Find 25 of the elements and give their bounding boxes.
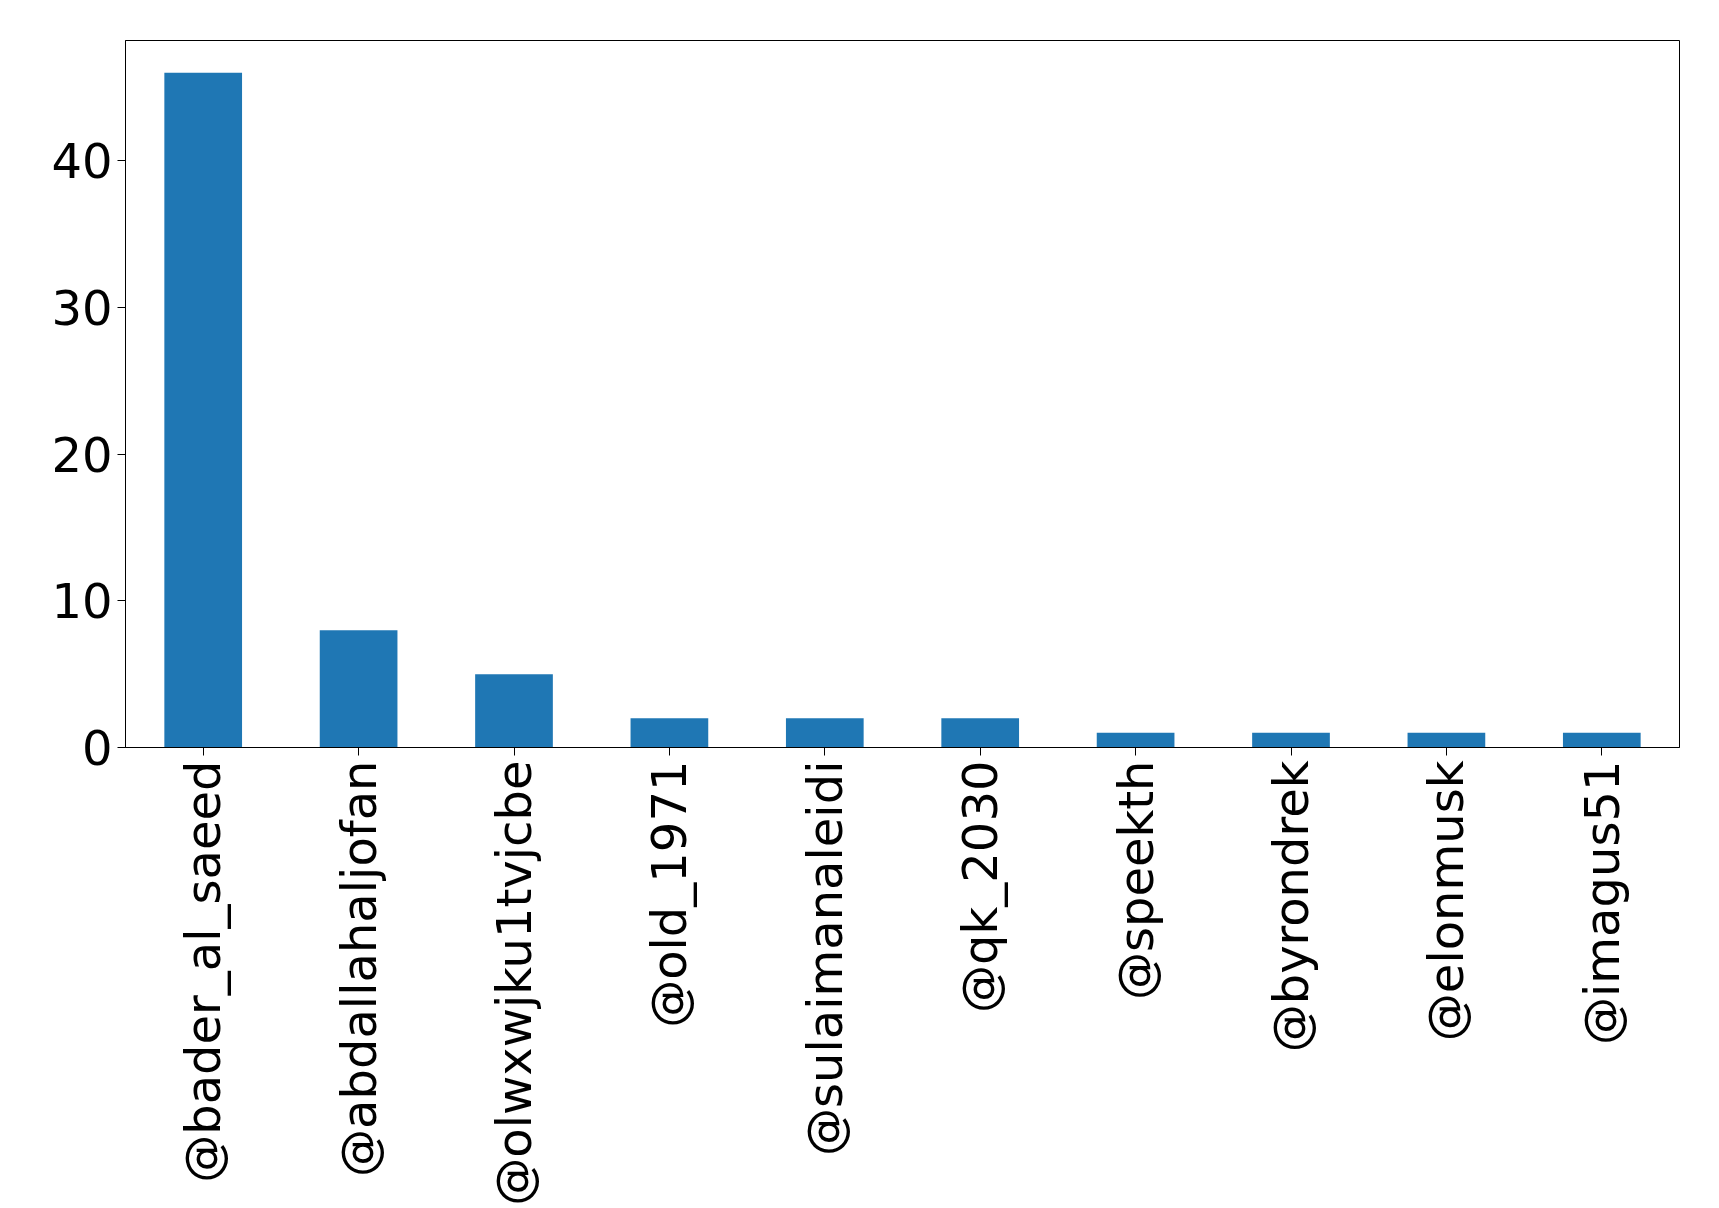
bar bbox=[1562, 732, 1641, 748]
x-tick-label: @elonmusk bbox=[1418, 760, 1475, 1042]
bar bbox=[1096, 732, 1175, 748]
bar bbox=[475, 674, 553, 748]
bar bbox=[319, 630, 398, 748]
y-tick-label: 0 bbox=[81, 720, 113, 776]
x-tick-label: @imagus51 bbox=[1573, 760, 1630, 1045]
bar bbox=[941, 718, 1020, 748]
x-tick-label: @bader_al_saeed bbox=[175, 760, 232, 1183]
x-tick-label: @abdallahaljofan bbox=[330, 760, 387, 1177]
x-tick-label: @sulaimanaleidi bbox=[796, 760, 853, 1157]
x-tick-label: @olwxwjku1tvjcbe bbox=[486, 760, 542, 1206]
y-tick-label: 30 bbox=[51, 279, 113, 336]
x-tick-label: @old_1971 bbox=[641, 760, 698, 1028]
x-tick-label: @qk_2030 bbox=[952, 760, 1009, 1013]
bar bbox=[1252, 732, 1330, 748]
y-tick-label: 40 bbox=[51, 133, 113, 190]
bar bbox=[630, 718, 709, 748]
bar bbox=[164, 72, 243, 748]
x-tick-label: @speekth bbox=[1107, 760, 1164, 1001]
y-tick-label: 10 bbox=[51, 573, 113, 630]
bar bbox=[785, 718, 864, 748]
y-tick-label: 20 bbox=[51, 426, 113, 483]
bar bbox=[1407, 732, 1486, 748]
x-tick-label: @byrondrek bbox=[1263, 760, 1319, 1053]
